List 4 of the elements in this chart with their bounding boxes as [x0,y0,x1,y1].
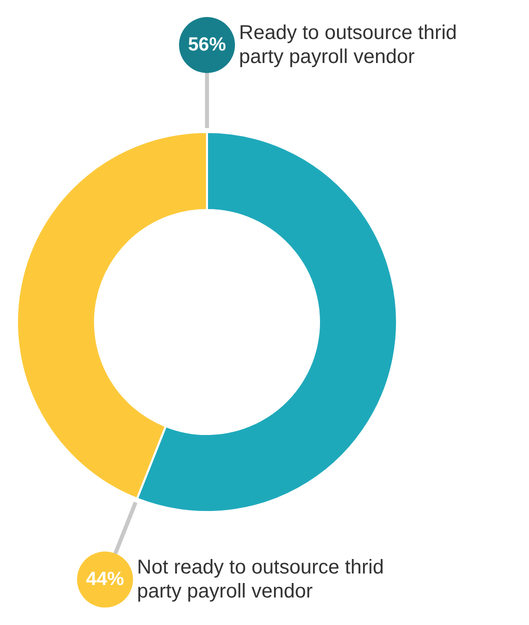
data-label: 44% [86,569,124,590]
slice-label: Ready to outsource thrid party payroll vendor [239,22,462,68]
data-label: 56% [188,34,226,56]
slice-label: Not ready to outsource thrid party payroll vendor [137,556,390,603]
